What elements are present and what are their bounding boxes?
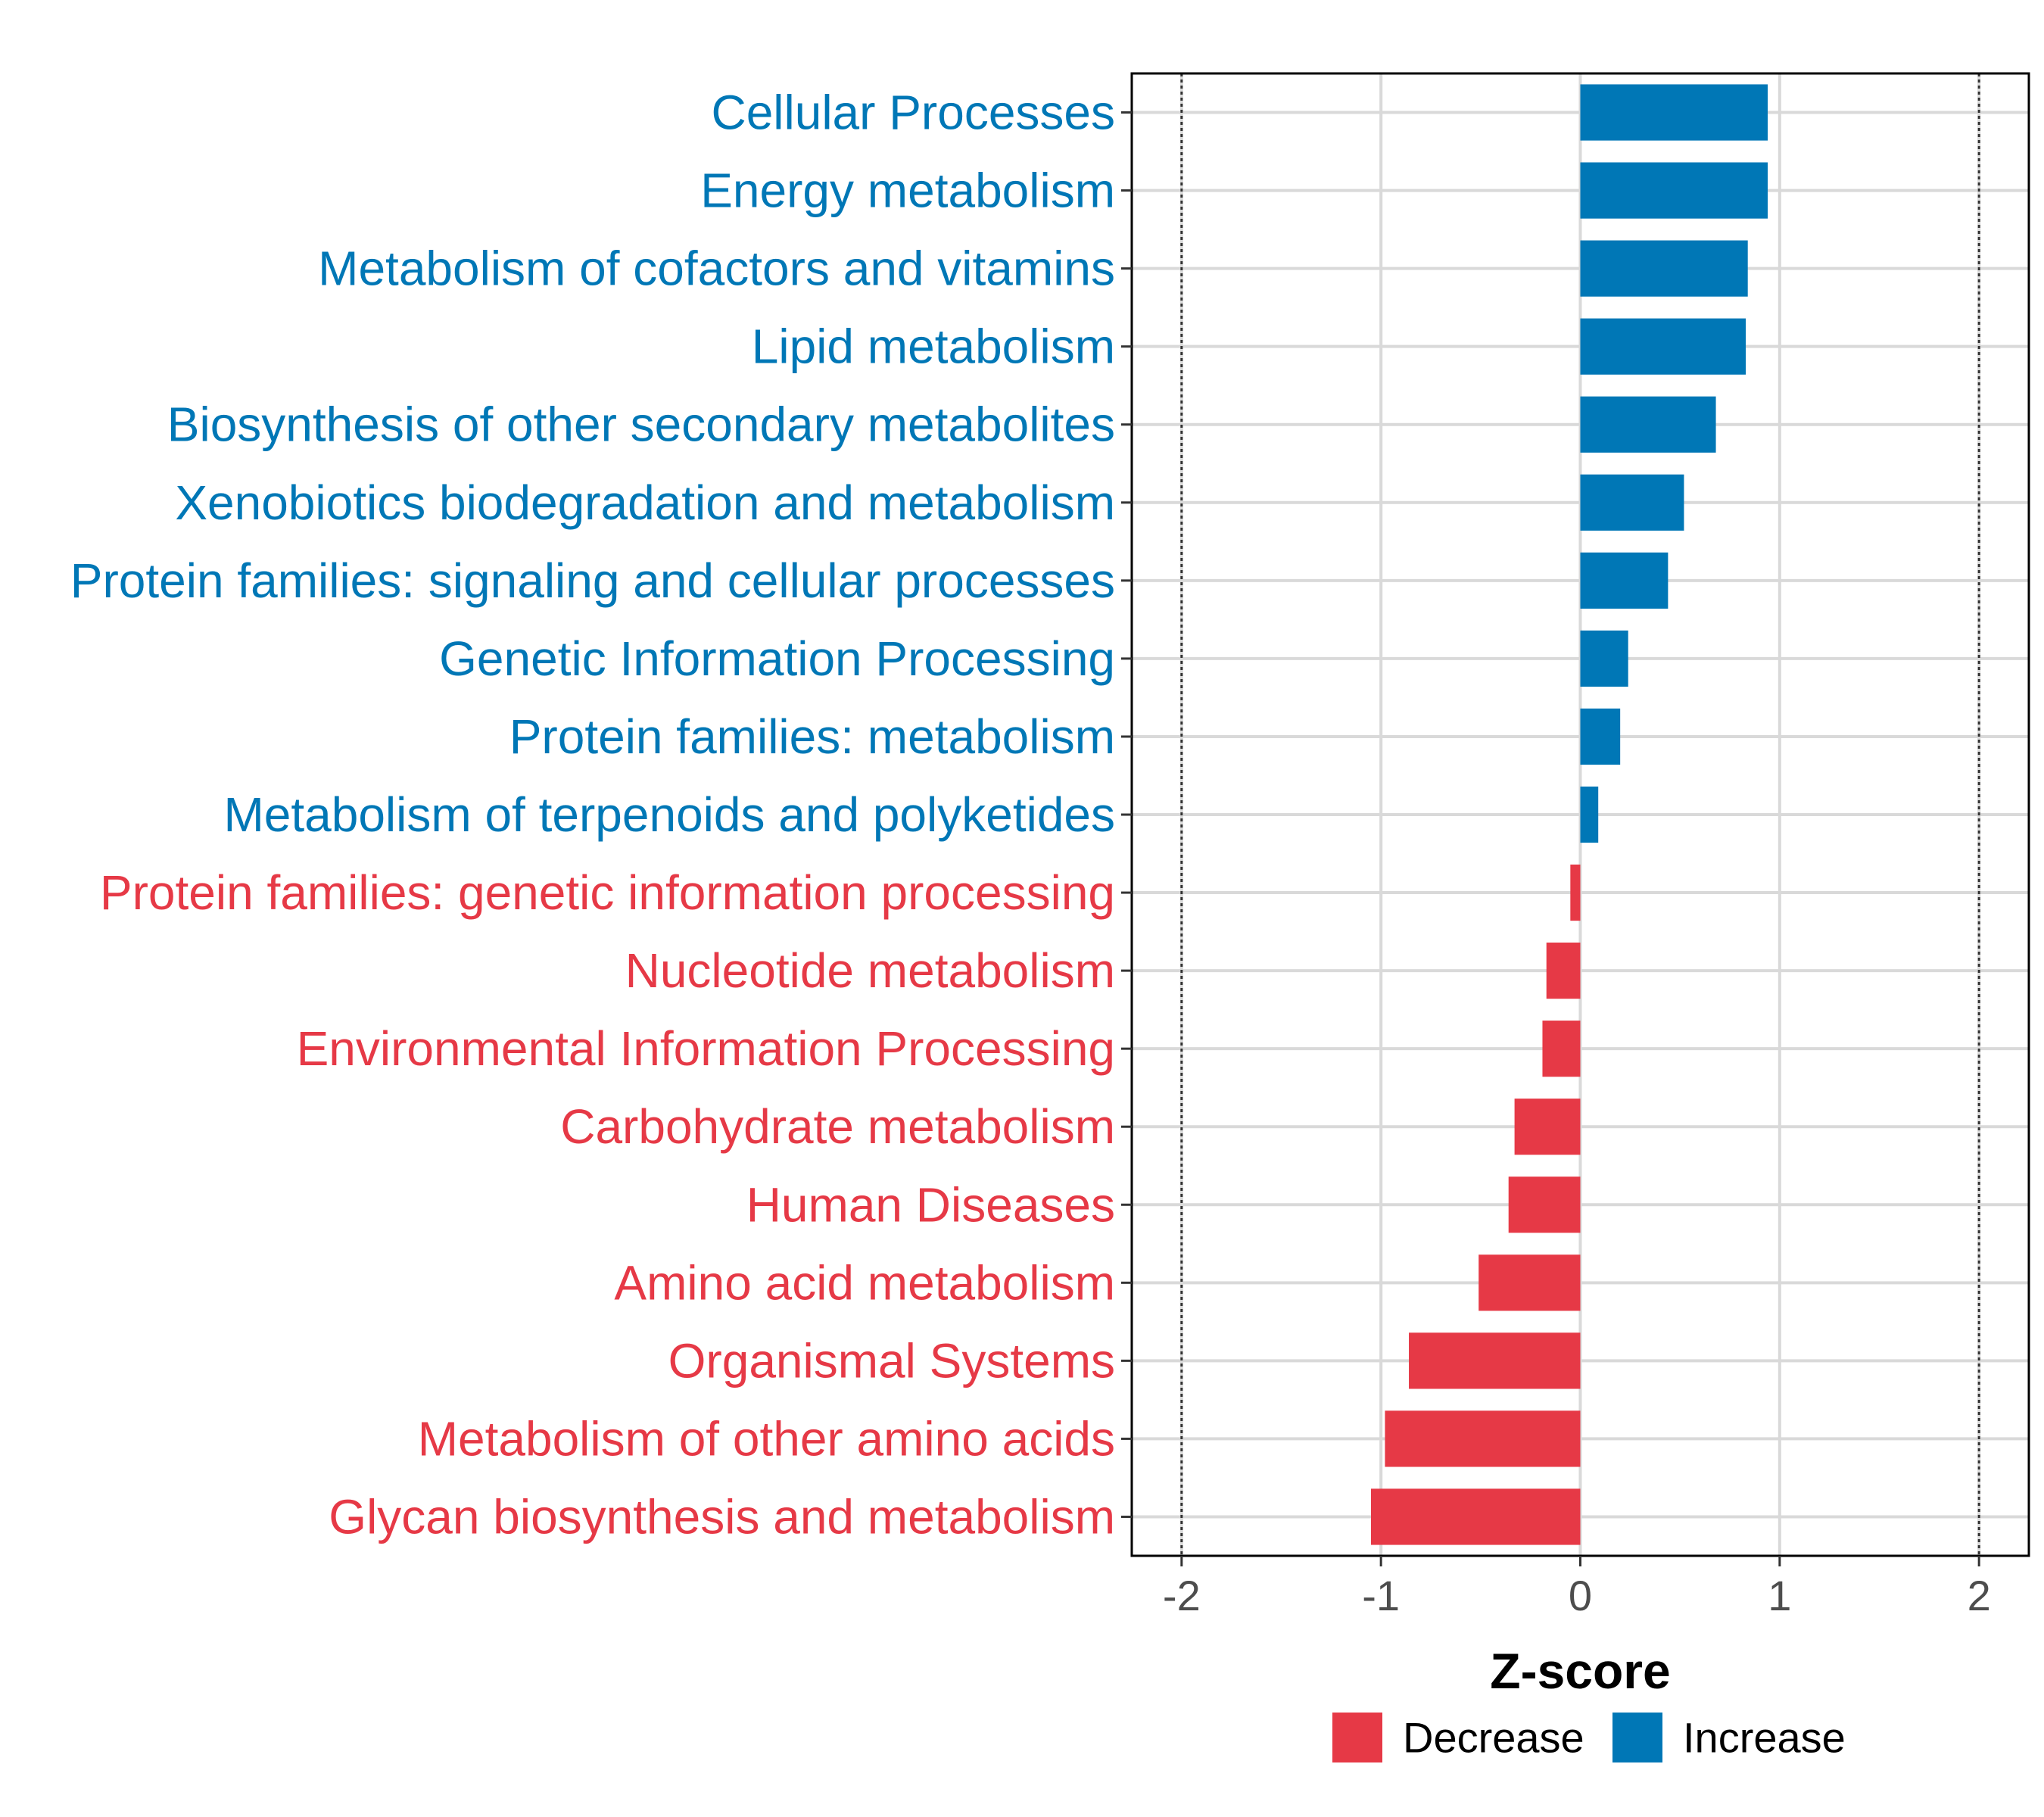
y-tick-label: Environmental Information Processing — [297, 1021, 1115, 1076]
y-tick-label: Cellular Processes — [711, 86, 1115, 140]
y-tick-label: Amino acid metabolism — [614, 1255, 1115, 1310]
y-tick-label: Lipid metabolism — [752, 319, 1115, 374]
bar-biosynthesis-of-other-secondary-metabolites — [1580, 396, 1716, 453]
x-tick-label: 0 — [1569, 1572, 1592, 1619]
bar-nucleotide-metabolism — [1546, 943, 1581, 999]
x-axis-title: Z-score — [1490, 1643, 1670, 1699]
bar-genetic-information-processing — [1580, 630, 1628, 687]
y-tick-label: Carbohydrate metabolism — [560, 1099, 1115, 1154]
y-tick-label: Metabolism of other amino acids — [418, 1411, 1115, 1466]
bar-metabolism-of-cofactors-and-vitamins — [1580, 240, 1748, 297]
bar-protein-families-signaling-and-cellular-processes — [1580, 552, 1669, 609]
bar-amino-acid-metabolism — [1478, 1254, 1581, 1311]
y-tick-label: Metabolism of cofactors and vitamins — [318, 242, 1115, 296]
y-axis-ticks — [1121, 111, 1132, 1518]
legend-key-increase — [1612, 1713, 1662, 1762]
y-tick-label: Energy metabolism — [700, 164, 1115, 218]
y-tick-label: Organismal Systems — [668, 1333, 1115, 1388]
legend-key-decrease — [1332, 1713, 1382, 1762]
bar-metabolism-of-other-amino-acids — [1385, 1410, 1581, 1467]
y-tick-label: Protein families: genetic information pr… — [100, 865, 1115, 920]
x-tick-label: 2 — [1968, 1572, 1991, 1619]
x-tick-label: -2 — [1163, 1572, 1201, 1619]
y-tick-label: Biosynthesis of other secondary metaboli… — [167, 397, 1115, 452]
y-tick-label: Human Diseases — [746, 1177, 1115, 1232]
bars — [1371, 84, 1768, 1545]
x-tick-label: 1 — [1768, 1572, 1791, 1619]
y-tick-label: Protein families: metabolism — [509, 709, 1115, 764]
legend-label-increase: Increase — [1683, 1714, 1846, 1762]
x-axis-ticks: -2 -1 0 1 2 — [1163, 1556, 1991, 1619]
bar-protein-families-genetic-information-processing — [1570, 864, 1581, 921]
bar-lipid-metabolism — [1580, 318, 1746, 375]
bar-metabolism-of-terpenoids-and-polyketides — [1580, 786, 1599, 843]
bar-energy-metabolism — [1580, 162, 1768, 219]
y-tick-label: Glycan biosynthesis and metabolism — [329, 1489, 1115, 1544]
legend-label-decrease: Decrease — [1403, 1714, 1584, 1762]
y-axis-category-labels: Cellular Processes Energy metabolism Metab… — [70, 86, 1115, 1544]
bar-xenobiotics-biodegradation-and-metabolism — [1580, 474, 1684, 531]
threshold-lines — [1180, 73, 1980, 1556]
bar-carbohydrate-metabolism — [1514, 1099, 1581, 1155]
y-tick-label: Nucleotide metabolism — [625, 943, 1115, 998]
y-tick-label: Genetic Information Processing — [439, 631, 1115, 686]
legend: Decrease Increase — [1332, 1713, 1846, 1762]
bar-cellular-processes — [1580, 84, 1768, 141]
bar-human-diseases — [1508, 1177, 1581, 1233]
bar-protein-families-metabolism — [1580, 708, 1621, 765]
bar-organismal-systems — [1409, 1332, 1581, 1389]
x-tick-label: -1 — [1362, 1572, 1400, 1619]
bar-glycan-biosynthesis-and-metabolism — [1371, 1488, 1581, 1545]
y-tick-label: Protein families: signaling and cellular… — [70, 553, 1115, 608]
y-tick-label: Xenobiotics biodegradation and metabolis… — [175, 475, 1115, 530]
bar-environmental-information-processing — [1542, 1021, 1581, 1077]
y-tick-label: Metabolism of terpenoids and polyketides — [223, 787, 1115, 842]
